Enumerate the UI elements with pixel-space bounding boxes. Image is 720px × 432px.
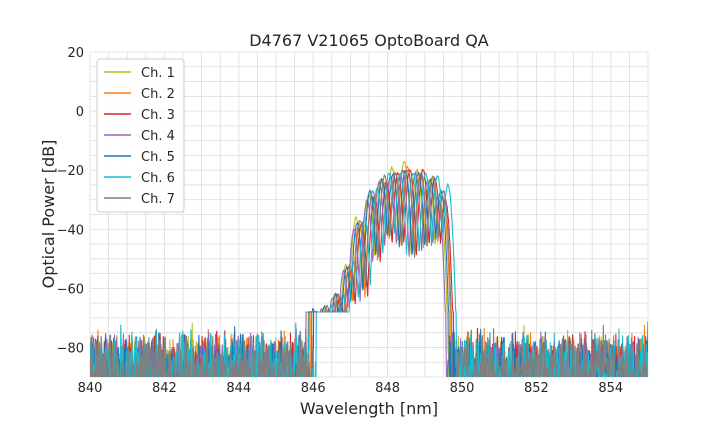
x-tick-label: 840 [78, 381, 103, 396]
y-tick-label: −80 [57, 341, 84, 356]
legend-label: Ch. 7 [141, 192, 175, 207]
x-tick-label: 846 [301, 381, 326, 396]
x-tick-label: 852 [524, 381, 549, 396]
y-tick-label: −60 [57, 282, 84, 297]
legend-label: Ch. 1 [141, 66, 175, 81]
y-tick-label: 0 [76, 105, 84, 120]
legend-label: Ch. 3 [141, 108, 175, 123]
y-tick-labels: 20 0 −20 −40 −60 −80 [57, 46, 84, 356]
series-line-ch-7 [90, 169, 648, 377]
legend-label: Ch. 5 [141, 150, 175, 165]
legend-label: Ch. 4 [141, 129, 175, 144]
series-line-ch-6 [90, 172, 648, 377]
legend-frame [96, 58, 185, 213]
series-layer [90, 161, 648, 377]
y-tick-label: −20 [57, 164, 84, 179]
x-tick-label: 854 [598, 381, 623, 396]
x-tick-label: 844 [226, 381, 251, 396]
x-tick-label: 842 [152, 381, 177, 396]
x-axis-label: Wavelength [nm] [300, 399, 438, 418]
y-axis-label: Optical Power [dB] [39, 140, 58, 289]
legend-label: Ch. 6 [141, 171, 175, 186]
y-tick-label: −40 [57, 223, 84, 238]
x-tick-label: 848 [375, 381, 400, 396]
y-tick-label: 20 [67, 46, 84, 61]
chart-title: D4767 V21065 OptoBoard QA [249, 31, 489, 50]
x-tick-label: 850 [450, 381, 475, 396]
x-tick-labels: 840 842 844 846 848 850 852 854 [78, 381, 624, 396]
legend: Ch. 1 Ch. 2 Ch. 3 Ch. 4 Ch. 5 Ch. 6 Ch. 7 [96, 58, 185, 213]
legend-label: Ch. 2 [141, 87, 175, 102]
